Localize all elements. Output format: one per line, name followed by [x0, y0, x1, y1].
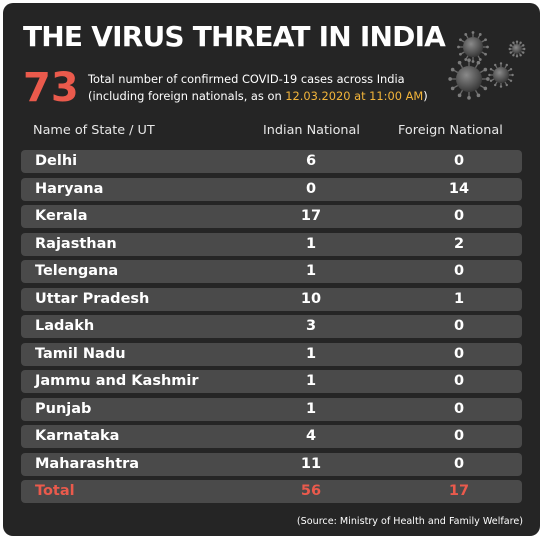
- foreign-count: 0: [453, 373, 465, 389]
- indian-count: 1: [305, 235, 317, 252]
- table-row: Karnataka 4 0: [21, 425, 522, 448]
- table-header: Name of State / UT Indian National Forei…: [21, 123, 521, 141]
- indian-count: 1: [305, 400, 317, 417]
- table-row: Haryana 0 14: [21, 177, 522, 201]
- foreign-count: 0: [453, 345, 465, 362]
- foreign-count: 0: [453, 428, 465, 444]
- infographic-card: THE VIRUS THREAT IN INDIA 73 Total numbe…: [3, 3, 540, 536]
- state-name: Rajasthan: [35, 235, 117, 252]
- page-title: THE VIRUS THREAT IN INDIA: [23, 20, 446, 53]
- table-row: Maharashtra 11 0: [21, 452, 522, 476]
- foreign-count: 0: [453, 318, 465, 334]
- source-note: (Source: Ministry of Health and Family W…: [296, 516, 523, 527]
- total-indian-count: 56: [300, 483, 322, 499]
- column-header-indian: Indian National: [263, 123, 360, 138]
- subtitle-line-1: Total number of confirmed COVID-19 cases…: [88, 72, 405, 86]
- table-row: Jammu and Kashmir 1 0: [21, 370, 522, 393]
- state-name: Haryana: [35, 180, 104, 197]
- table-row: Punjab 1 0: [21, 397, 522, 421]
- state-name: Telengana: [35, 263, 119, 279]
- foreign-count: 0: [453, 263, 465, 279]
- table-row: Rajasthan 1 2: [21, 232, 522, 256]
- state-name: Jammu and Kashmir: [35, 373, 199, 389]
- indian-count: 11: [300, 455, 322, 472]
- table-row: Kerala 17 0: [21, 205, 522, 228]
- state-name: Maharashtra: [35, 455, 140, 472]
- state-name: Delhi: [35, 153, 78, 169]
- column-header-foreign: Foreign National: [398, 123, 503, 138]
- subtitle-line-2: (including foreign nationals, as on 12.0…: [88, 88, 428, 105]
- total-foreign-count: 17: [448, 483, 470, 499]
- table-row: Uttar Pradesh 10 1: [21, 287, 522, 311]
- table-row: Delhi 6 0: [21, 150, 522, 173]
- state-name: Punjab: [35, 400, 92, 417]
- report-date: 12.03.2020 at 11:00 AM: [285, 89, 424, 103]
- total-label: Total: [35, 483, 75, 499]
- indian-count: 1: [305, 345, 317, 362]
- coronavirus-icon: [448, 31, 526, 100]
- state-name: Ladakh: [35, 318, 95, 334]
- table-body: Delhi 6 0 Haryana 0 14 Kerala 17 0 Rajasthan 1 2…: [21, 150, 522, 508]
- foreign-count: 2: [453, 235, 465, 252]
- state-name: Karnataka: [35, 428, 120, 444]
- indian-count: 17: [300, 208, 322, 224]
- table-row: Tamil Nadu 1 0: [21, 342, 522, 366]
- subtitle-line-2-prefix: (including foreign nationals, as on: [88, 89, 286, 103]
- indian-count: 1: [305, 373, 317, 389]
- column-header-state: Name of State / UT: [33, 123, 155, 138]
- foreign-count: 0: [453, 400, 465, 417]
- indian-count: 0: [305, 180, 317, 197]
- indian-count: 4: [305, 428, 317, 444]
- total-cases-number: 73: [23, 65, 79, 111]
- table-row: Ladakh 3 0: [21, 315, 522, 338]
- subtitle: Total number of confirmed COVID-19 cases…: [88, 71, 428, 105]
- state-name: Kerala: [35, 208, 88, 224]
- foreign-count: 1: [453, 290, 465, 307]
- foreign-count: 0: [453, 153, 465, 169]
- table-row: Telengana 1 0: [21, 260, 522, 283]
- foreign-count: 0: [453, 455, 465, 472]
- foreign-count: 0: [453, 208, 465, 224]
- state-name: Uttar Pradesh: [35, 290, 150, 307]
- subtitle-line-2-suffix: ): [423, 89, 428, 103]
- total-row: Total 56 17: [21, 480, 522, 503]
- indian-count: 1: [305, 263, 317, 279]
- indian-count: 6: [305, 153, 317, 169]
- indian-count: 3: [305, 318, 317, 334]
- foreign-count: 14: [448, 180, 470, 197]
- indian-count: 10: [300, 290, 322, 307]
- state-name: Tamil Nadu: [35, 345, 126, 362]
